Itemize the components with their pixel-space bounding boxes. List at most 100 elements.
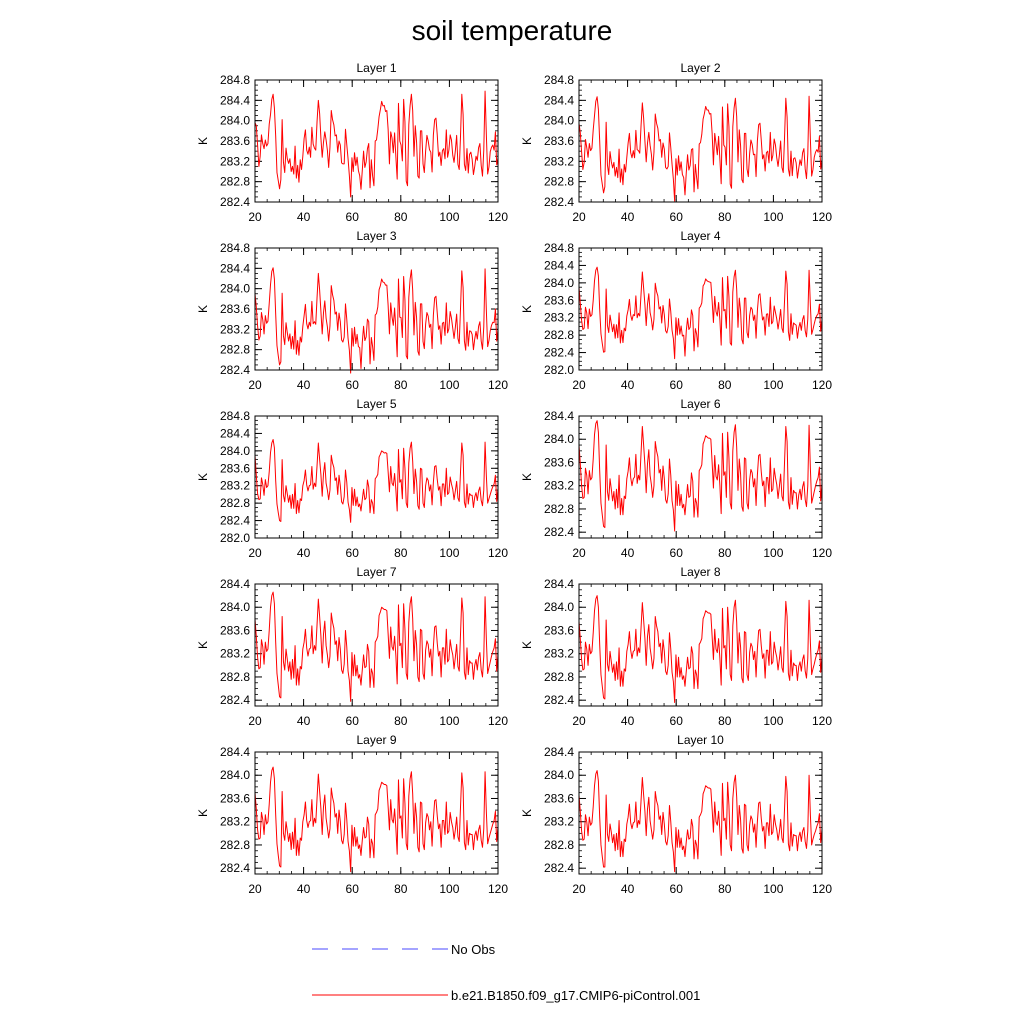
x-tick-label: 20	[248, 546, 262, 560]
y-tick-label: 284.0	[220, 768, 250, 782]
panel-title: Layer 6	[680, 397, 720, 411]
plot-frame	[578, 79, 823, 203]
y-tick-label: 284.0	[220, 600, 250, 614]
y-tick-label: 284.0	[544, 432, 574, 446]
x-tick-label: 40	[297, 378, 311, 392]
plot-frame	[254, 583, 499, 707]
x-tick-label: 20	[248, 714, 262, 728]
x-tick-label: 40	[621, 714, 635, 728]
x-tick-label: 120	[812, 546, 832, 560]
y-tick-label: 282.4	[220, 195, 250, 209]
y-axis-label: K	[196, 809, 210, 817]
x-tick-label: 100	[439, 546, 459, 560]
x-tick-label: 120	[488, 882, 508, 896]
y-axis-label: K	[196, 305, 210, 313]
y-tick-label: 282.8	[220, 496, 250, 510]
x-tick-label: 120	[488, 210, 508, 224]
y-axis-label: K	[520, 137, 534, 145]
x-tick-label: 80	[394, 546, 408, 560]
x-tick-label: 100	[439, 882, 459, 896]
y-tick-label: 284.4	[220, 426, 250, 440]
y-tick-label: 283.2	[544, 154, 574, 168]
x-tick-label: 100	[763, 378, 783, 392]
x-tick-label: 40	[297, 714, 311, 728]
y-tick-label: 283.6	[220, 302, 250, 316]
x-tick-label: 60	[346, 546, 360, 560]
y-tick-label: 284.0	[220, 444, 250, 458]
y-tick-label: 283.6	[220, 791, 250, 805]
x-tick-label: 100	[763, 210, 783, 224]
x-tick-label: 120	[488, 714, 508, 728]
y-tick-label: 284.8	[544, 73, 574, 87]
y-tick-label: 283.2	[544, 815, 574, 829]
y-tick-label: 282.4	[220, 693, 250, 707]
legend-entry-model: b.e21.B1850.f09_g17.CMIP6-piControl.001	[312, 988, 700, 1003]
panel-layer-1: Layer 1 K 282.4 282.8 283.2 283.6 284.0 284.4 28…	[196, 61, 508, 224]
x-tick-label: 120	[488, 546, 508, 560]
y-tick-label: 282.8	[544, 838, 574, 852]
y-tick-label: 284.4	[220, 93, 250, 107]
x-tick-label: 40	[621, 546, 635, 560]
series-line-layer-9	[254, 766, 499, 873]
y-axis-label: K	[520, 641, 534, 649]
x-tick-label: 20	[572, 210, 586, 224]
x-tick-label: 120	[812, 210, 832, 224]
panel-layer-10: Layer 10 K 282.4 282.8 283.2 283.6 284.0 284.4 2…	[520, 733, 832, 896]
series-line-layer-5	[254, 439, 499, 523]
y-tick-label: 283.6	[220, 134, 250, 148]
x-tick-label: 60	[346, 714, 360, 728]
x-tick-label: 60	[346, 378, 360, 392]
panel-layer-9: Layer 9 K 282.4 282.8 283.2 283.6 284.0 284.4 20…	[196, 733, 508, 896]
x-tick-label: 60	[670, 378, 684, 392]
x-tick-label: 80	[394, 882, 408, 896]
x-tick-label: 20	[572, 882, 586, 896]
y-tick-label: 282.8	[220, 175, 250, 189]
y-tick-label: 282.0	[544, 363, 574, 377]
y-tick-label: 284.4	[220, 261, 250, 275]
x-tick-label: 80	[718, 714, 732, 728]
panel-layer-7: Layer 7 K 282.4 282.8 283.2 283.6 284.0 284.4 20…	[196, 565, 508, 728]
x-tick-label: 20	[248, 882, 262, 896]
x-tick-label: 120	[812, 378, 832, 392]
x-tick-label: 80	[718, 882, 732, 896]
panel-title: Layer 8	[680, 565, 720, 579]
x-tick-label: 60	[346, 210, 360, 224]
series-line-layer-6	[578, 420, 823, 532]
x-tick-label: 80	[718, 546, 732, 560]
y-tick-label: 282.0	[220, 531, 250, 545]
x-tick-label: 60	[346, 882, 360, 896]
x-tick-label: 80	[394, 714, 408, 728]
plot-frame	[578, 247, 823, 371]
y-tick-label: 283.6	[544, 134, 574, 148]
x-tick-label: 100	[439, 378, 459, 392]
y-tick-label: 283.2	[220, 479, 250, 493]
y-axis-label: K	[520, 473, 534, 481]
plot-frame	[578, 751, 823, 875]
y-tick-label: 282.8	[544, 175, 574, 189]
x-tick-label: 20	[572, 378, 586, 392]
legend-label-no-obs: No Obs	[451, 942, 496, 957]
plot-frame	[578, 583, 823, 707]
x-tick-label: 100	[439, 714, 459, 728]
y-tick-label: 284.8	[220, 241, 250, 255]
y-tick-label: 284.4	[544, 258, 574, 272]
x-tick-label: 80	[718, 210, 732, 224]
y-tick-label: 284.0	[220, 282, 250, 296]
x-tick-label: 80	[718, 378, 732, 392]
y-tick-label: 284.0	[544, 276, 574, 290]
y-tick-label: 282.4	[544, 693, 574, 707]
y-tick-label: 283.2	[220, 647, 250, 661]
y-tick-label: 282.4	[220, 861, 250, 875]
legend-entry-no-obs: No Obs	[312, 942, 496, 957]
y-tick-label: 283.6	[220, 623, 250, 637]
x-tick-label: 20	[572, 714, 586, 728]
panel-title: Layer 10	[677, 733, 724, 747]
y-tick-label: 282.8	[220, 670, 250, 684]
panel-title: Layer 1	[356, 61, 396, 75]
y-tick-label: 283.2	[220, 815, 250, 829]
series-line-layer-8	[578, 595, 823, 704]
plot-frame	[254, 751, 499, 875]
panel-layer-8: Layer 8 K 282.4 282.8 283.2 283.6 284.0 284.4 20…	[520, 565, 832, 728]
x-tick-label: 120	[812, 882, 832, 896]
